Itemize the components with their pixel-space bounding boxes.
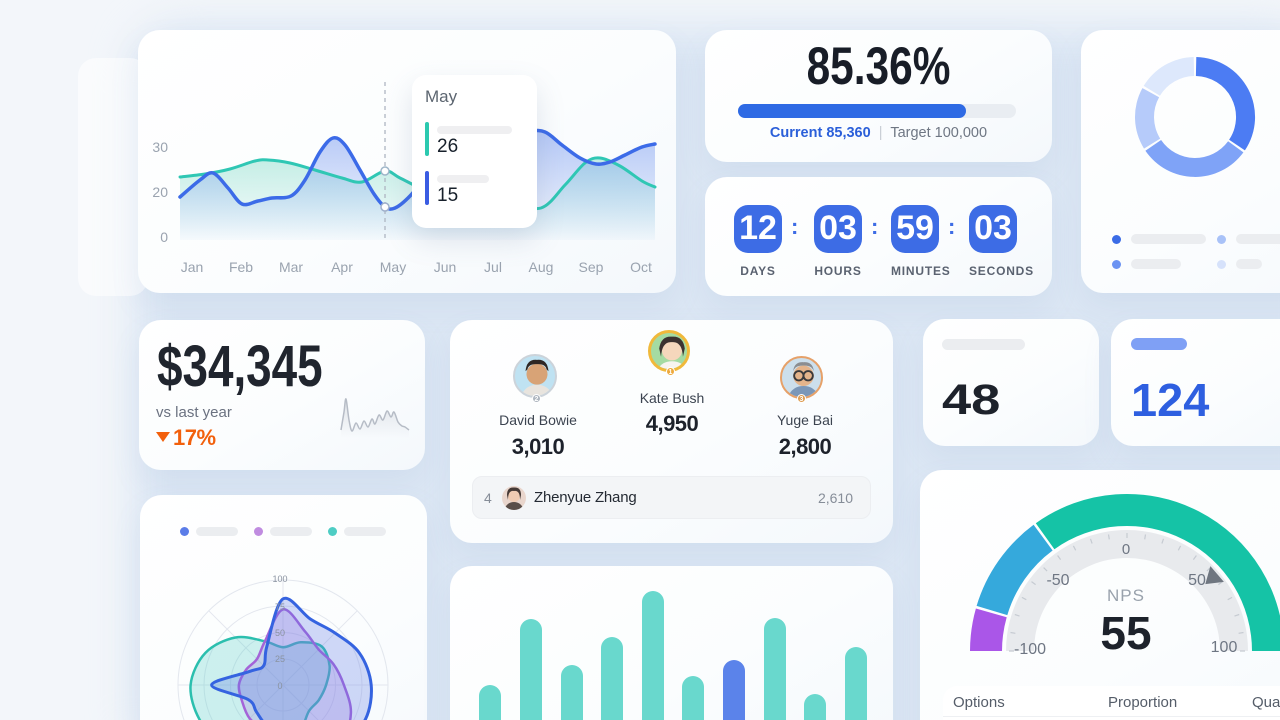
svg-text:Sep: Sep bbox=[579, 259, 604, 275]
svg-text:55: 55 bbox=[1100, 607, 1151, 659]
svg-text:-100: -100 bbox=[1014, 641, 1046, 658]
svg-text:25: 25 bbox=[275, 654, 285, 664]
svg-text:Jan: Jan bbox=[181, 259, 204, 275]
svg-text:Jul: Jul bbox=[484, 259, 502, 275]
svg-text:Feb: Feb bbox=[229, 259, 253, 275]
svg-text:0: 0 bbox=[277, 681, 282, 691]
svg-text:Aug: Aug bbox=[529, 259, 554, 275]
svg-text:May: May bbox=[380, 259, 406, 275]
svg-text:Jun: Jun bbox=[434, 259, 457, 275]
svg-text:Mar: Mar bbox=[279, 259, 303, 275]
svg-text:Apr: Apr bbox=[331, 259, 353, 275]
svg-text:0: 0 bbox=[160, 229, 168, 245]
svg-text:100: 100 bbox=[1211, 639, 1238, 656]
svg-text:30: 30 bbox=[152, 139, 168, 155]
svg-text:NPS: NPS bbox=[1107, 586, 1145, 605]
svg-text:50: 50 bbox=[275, 628, 285, 638]
svg-text:50: 50 bbox=[1188, 572, 1206, 589]
svg-text:20: 20 bbox=[152, 184, 168, 200]
svg-text:100: 100 bbox=[272, 574, 287, 584]
svg-text:-50: -50 bbox=[1046, 572, 1069, 589]
svg-text:0: 0 bbox=[1122, 541, 1130, 558]
svg-text:75: 75 bbox=[275, 602, 285, 612]
svg-text:Oct: Oct bbox=[630, 259, 652, 275]
